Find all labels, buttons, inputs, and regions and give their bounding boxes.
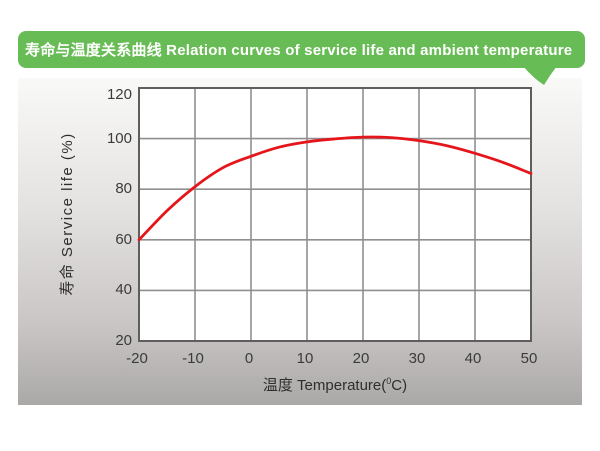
x-tick-label: 50	[520, 350, 538, 367]
title-banner: 寿命与温度关系曲线 Relation curves of service lif…	[18, 31, 585, 68]
x-tick-label: 20	[352, 350, 370, 367]
plot-area	[139, 88, 531, 341]
y-axis-title: 寿命 Service life (%)	[59, 132, 76, 296]
x-axis-title-unit: C)	[391, 377, 408, 394]
x-tick-label: 40	[464, 350, 482, 367]
x-tick-label: -10	[182, 350, 204, 367]
x-tick-label: 30	[408, 350, 426, 367]
y-tick-label: 60	[115, 230, 132, 248]
plot-frame	[138, 87, 532, 342]
banner-title: 寿命与温度关系曲线 Relation curves of service lif…	[25, 42, 573, 59]
degree-symbol: 0	[386, 376, 392, 386]
x-tick-label: 0	[244, 350, 254, 367]
banner-tail	[523, 66, 557, 85]
y-tick-label: 20	[115, 332, 132, 349]
x-tick-label: -20	[126, 350, 148, 367]
x-axis-title: 温度 Temperature(0C)	[139, 374, 531, 395]
banner-tail-shape	[523, 66, 557, 85]
service-life-curve	[137, 135, 533, 242]
x-tick-label: 10	[296, 350, 314, 367]
y-tick-label: 40	[115, 281, 132, 299]
y-tick-label: 120	[106, 86, 132, 103]
x-axis-title-text: 温度 Temperature(	[262, 377, 387, 394]
y-tick-label: 80	[115, 180, 132, 198]
y-tick-label: 100	[106, 129, 132, 147]
